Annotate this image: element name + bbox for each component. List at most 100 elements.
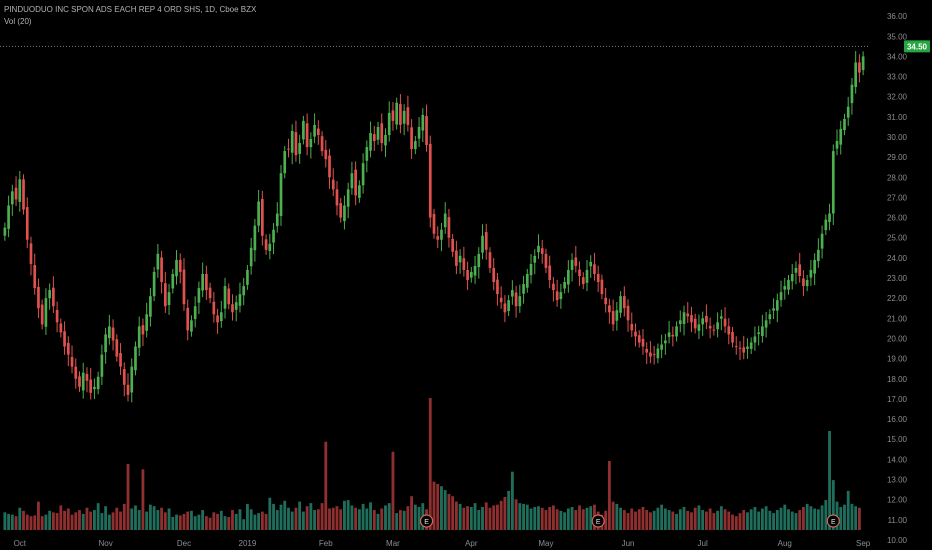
candle xyxy=(52,287,55,307)
candle xyxy=(257,201,260,226)
volume-bar xyxy=(753,506,757,530)
volume-bar xyxy=(25,514,29,530)
candle xyxy=(511,290,514,297)
candle xyxy=(548,265,552,281)
volume-bar xyxy=(119,511,122,530)
volume-bar xyxy=(570,506,574,530)
candle xyxy=(529,263,533,276)
volume-bar xyxy=(742,510,746,530)
volume-bar xyxy=(626,513,630,530)
volume-bar xyxy=(361,503,365,530)
candle xyxy=(264,239,268,250)
candle xyxy=(578,269,581,277)
candle xyxy=(686,313,690,317)
volume-indicator-label[interactable]: Vol (20) xyxy=(4,17,32,26)
volume-bar xyxy=(566,508,570,530)
time-axis-label: Feb xyxy=(319,539,333,548)
candle xyxy=(634,331,637,337)
candle xyxy=(761,326,764,337)
volume-bar xyxy=(186,511,190,530)
candle xyxy=(37,286,40,309)
volume-bar xyxy=(447,493,451,530)
candle xyxy=(637,335,641,343)
volume-bar xyxy=(630,508,634,530)
price-tick-label: 25.00 xyxy=(887,234,908,243)
candle xyxy=(719,316,723,319)
candle xyxy=(496,279,499,295)
candle xyxy=(242,286,246,296)
volume-bar xyxy=(197,514,201,530)
candle xyxy=(626,305,630,321)
symbol-title: PINDUODUO INC SPON ADS EACH REP 4 ORD SH… xyxy=(4,5,257,14)
candle xyxy=(436,236,440,240)
candle xyxy=(231,304,234,313)
candle xyxy=(861,56,865,71)
candle xyxy=(622,296,626,309)
candle xyxy=(108,326,111,339)
price-tick-label: 16.00 xyxy=(887,415,908,424)
candle xyxy=(775,300,779,311)
candle xyxy=(115,339,119,357)
volume-bar xyxy=(175,514,178,530)
candle xyxy=(272,229,275,243)
candle xyxy=(66,342,70,355)
candle xyxy=(387,112,391,135)
volume-bar xyxy=(372,510,376,530)
volume-bar xyxy=(637,509,641,530)
volume-bar xyxy=(369,502,372,530)
volume-bar xyxy=(499,500,503,530)
candle xyxy=(275,213,279,227)
volume-bar xyxy=(708,508,712,530)
candle xyxy=(10,191,14,205)
candle xyxy=(78,376,81,387)
earnings-marker-label: E xyxy=(831,519,836,526)
candle xyxy=(488,252,492,268)
candle xyxy=(675,326,678,337)
time-axis-label: 2019 xyxy=(239,539,257,548)
candle xyxy=(316,128,320,135)
volume-bar xyxy=(484,502,488,530)
volume-bar xyxy=(309,503,313,530)
volume-bar xyxy=(652,510,656,530)
volume-bar xyxy=(339,509,343,530)
volume-bar xyxy=(193,516,197,530)
volume-bar xyxy=(335,506,339,530)
volume-bar xyxy=(115,507,119,530)
candle xyxy=(283,151,287,174)
volume-bar xyxy=(395,513,399,530)
volume-bar xyxy=(525,504,529,530)
volume-bar xyxy=(298,501,302,530)
candle xyxy=(279,173,283,216)
volume-bar xyxy=(163,512,167,530)
candle xyxy=(839,128,843,145)
candle xyxy=(167,292,171,306)
price-tick-label: 22.00 xyxy=(887,294,908,303)
candle xyxy=(186,307,190,331)
price-tick-label: 10.00 xyxy=(887,536,908,545)
volume-bar xyxy=(156,510,160,530)
volume-bar xyxy=(510,471,514,530)
candle xyxy=(581,277,585,285)
volume-bar xyxy=(854,506,858,530)
volume-bar xyxy=(809,506,813,530)
candle xyxy=(249,247,253,267)
volume-bar xyxy=(59,505,63,530)
candle xyxy=(313,124,316,137)
candle xyxy=(395,102,399,125)
candle xyxy=(100,354,104,377)
candle xyxy=(671,334,675,337)
candle xyxy=(178,259,182,272)
volume-bar xyxy=(93,510,96,530)
volume-bar xyxy=(283,500,287,530)
candle xyxy=(566,269,570,285)
volume-bar xyxy=(686,510,690,530)
candle xyxy=(544,253,548,268)
volume-bar xyxy=(141,469,145,530)
candle xyxy=(93,386,96,390)
candle xyxy=(678,320,682,324)
volume-bar xyxy=(160,507,164,530)
candle xyxy=(219,312,223,322)
volume-bar xyxy=(746,512,749,530)
volume-bar xyxy=(216,513,219,530)
